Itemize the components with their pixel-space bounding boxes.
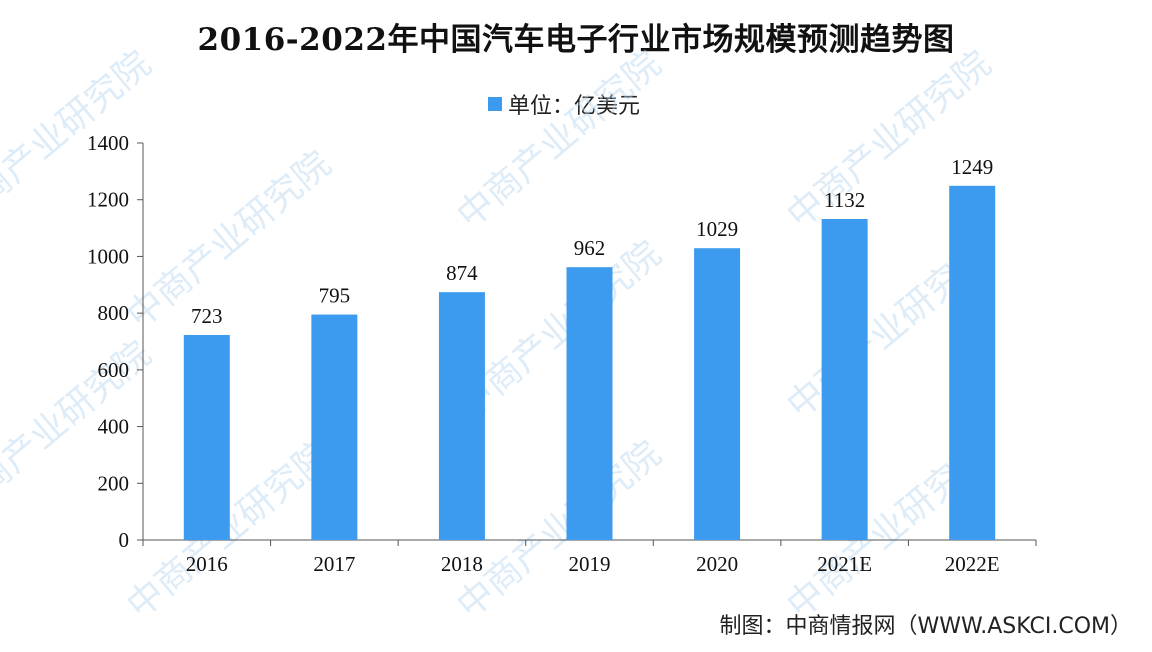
y-tick-label: 1000 (87, 244, 129, 268)
y-tick-label: 1400 (87, 131, 129, 155)
x-tick-label: 2017 (313, 552, 355, 576)
data-label: 874 (446, 261, 478, 285)
watermark-text: 中商产业研究院 (0, 43, 159, 236)
legend-swatch (488, 97, 502, 111)
label-layer: 723 2016 795 2017 874 2018 962 2019 1029 2020 1132… (186, 155, 1000, 576)
x-tick-label: 2022E (945, 552, 1000, 576)
bar (438, 292, 485, 540)
y-tick-label: 600 (98, 358, 130, 382)
x-tick-label: 2016 (186, 552, 228, 576)
data-label: 962 (574, 236, 606, 260)
bar (566, 267, 613, 540)
x-tick-label: 2018 (441, 552, 483, 576)
y-tick-label: 400 (98, 415, 130, 439)
watermark-text: 中商产业研究院 (0, 333, 159, 526)
watermark-text: 中商产业研究院 (119, 143, 338, 336)
bar (821, 218, 868, 541)
bar (311, 314, 358, 540)
bar (694, 248, 741, 540)
data-label: 795 (319, 284, 351, 308)
data-label: 723 (191, 304, 223, 328)
legend: 单位：亿美元 (488, 88, 640, 120)
y-tick-label: 200 (98, 471, 130, 495)
watermark-text: 中商产业研究院 (449, 43, 668, 236)
data-label: 1132 (824, 188, 865, 212)
data-label: 1249 (951, 155, 993, 179)
data-label: 1029 (696, 217, 738, 241)
legend-label: 单位：亿美元 (508, 94, 641, 119)
x-tick-label: 2021E (817, 552, 872, 576)
x-tick-label: 2020 (696, 552, 738, 576)
source-credit: 制图：中商情报网（WWW.ASKCI.COM） (719, 614, 1132, 639)
y-tick-label: 0 (119, 528, 130, 552)
chart-title: 2016-2022年中国汽车电子行业市场规模预测趋势图 (197, 22, 955, 58)
y-tick-label: 800 (98, 301, 130, 325)
bar-layer (183, 185, 996, 541)
y-tick-label: 1200 (87, 188, 129, 212)
bar (183, 334, 230, 540)
x-tick-label: 2019 (569, 552, 611, 576)
bar (949, 185, 996, 541)
